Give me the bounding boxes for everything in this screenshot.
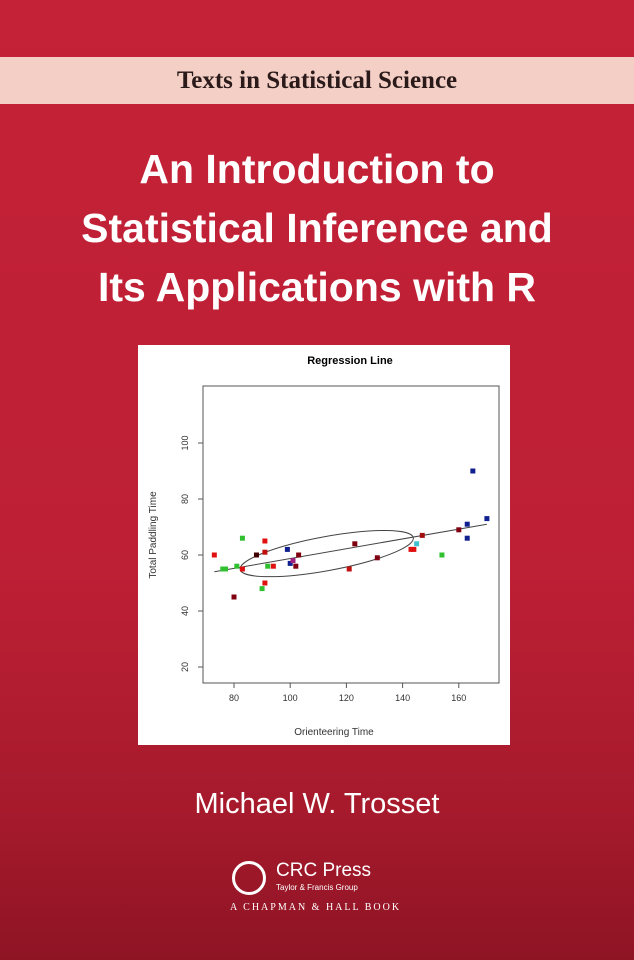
x-tick-label: 100 (283, 693, 298, 703)
x-tick-label: 80 (229, 693, 239, 703)
data-point (234, 563, 240, 569)
data-point (293, 563, 299, 569)
data-point (259, 586, 265, 592)
author: Michael W. Trosset (194, 788, 440, 820)
data-point (231, 594, 237, 600)
crc-logo-icon (232, 861, 266, 895)
data-point (411, 546, 417, 552)
data-point (464, 521, 470, 527)
data-point (374, 555, 380, 561)
data-point (287, 560, 293, 566)
title-line: Its Applications with R (97, 264, 537, 310)
y-tick-label: 60 (180, 550, 190, 560)
data-point (352, 541, 358, 547)
data-point (470, 468, 476, 474)
data-point (262, 549, 268, 555)
data-point (220, 566, 226, 572)
cover-chart: Regression Line Orienteering Time Total … (138, 345, 510, 745)
data-point (439, 552, 445, 558)
x-tick-label: 160 (451, 693, 466, 703)
data-point (408, 546, 414, 552)
series-band: Texts in Statistical Science (0, 57, 634, 104)
data-point (456, 527, 462, 533)
x-tick-label: 120 (339, 693, 354, 703)
title-line: An Introduction to (139, 146, 495, 192)
y-tick-label: 20 (180, 662, 190, 672)
data-point (284, 546, 290, 552)
data-point (239, 566, 245, 572)
publisher-name: CRC Press (276, 860, 372, 881)
data-point (290, 558, 296, 564)
y-tick-label: 100 (180, 435, 190, 450)
y-axis-label: Total Paddling Time (148, 491, 159, 579)
publisher-group: Taylor & Francis Group (276, 883, 358, 892)
data-point (346, 566, 352, 572)
data-point (419, 532, 425, 538)
title-line: Statistical Inference and (81, 205, 553, 251)
chart-title: Regression Line (307, 355, 393, 367)
data-point (262, 538, 268, 544)
x-axis-label: Orienteering Time (294, 727, 374, 738)
plot-frame (202, 385, 500, 684)
data-point (211, 552, 217, 558)
regression-line (214, 523, 487, 573)
publisher-imprint: A CHAPMAN & HALL BOOK (230, 902, 402, 913)
data-point (296, 552, 302, 558)
data-point (464, 535, 470, 541)
data-point (484, 516, 490, 522)
data-point (262, 580, 268, 586)
data-point (265, 563, 271, 569)
y-tick-label: 80 (180, 494, 190, 504)
data-point (223, 566, 229, 572)
data-point (253, 552, 259, 558)
x-tick-label: 140 (395, 693, 410, 703)
data-point (239, 535, 245, 541)
book-title: An Introduction to Statistical Inference… (0, 140, 634, 317)
scatter-plot: Regression Line Orienteering Time Total … (148, 355, 500, 738)
data-point (270, 563, 276, 569)
y-tick-label: 40 (180, 606, 190, 616)
series-label: Texts in Statistical Science (176, 66, 458, 94)
data-point (414, 541, 420, 547)
